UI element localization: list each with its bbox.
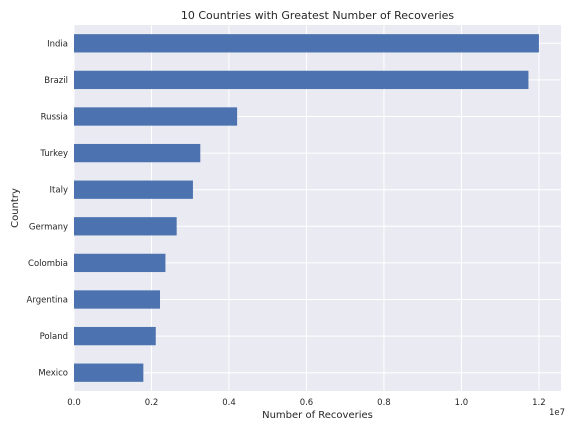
- x-tick-labels: 0.0 0.2 0.4 0.6 0.8 1.0 1.2: [67, 398, 545, 408]
- bar-colombia: [74, 253, 166, 273]
- bar-russia: [74, 107, 238, 126]
- y-tick-label: Poland: [40, 332, 68, 342]
- y-tick-label: Argentina: [27, 296, 68, 306]
- x-tick-label: 0.0: [67, 398, 81, 408]
- x-tick-label: 0.8: [377, 398, 391, 408]
- x-axis-offset-label: 1e7: [549, 408, 565, 418]
- bar-poland: [74, 326, 156, 346]
- y-tick-label: Brazil: [44, 76, 68, 86]
- y-tick-label: Italy: [50, 186, 68, 196]
- x-tick-label: 1.2: [532, 398, 546, 408]
- y-tick-label: India: [47, 39, 68, 49]
- bar-mexico: [74, 363, 144, 382]
- y-tick-label: Mexico: [38, 369, 68, 379]
- y-axis-label: Country: [10, 188, 21, 228]
- y-tick-label: Turkey: [39, 149, 68, 159]
- bar-italy: [74, 180, 193, 199]
- bars: [74, 34, 539, 382]
- bar-argentina: [74, 290, 161, 309]
- x-tick-label: 0.4: [222, 398, 236, 408]
- bar-brazil: [74, 70, 529, 90]
- x-tick-label: 1.0: [455, 398, 469, 408]
- chart-title: 10 Countries with Greatest Number of Rec…: [181, 9, 455, 22]
- y-tick-label: Colombia: [28, 259, 68, 269]
- bar-turkey: [74, 143, 201, 163]
- x-tick-label: 0.6: [300, 398, 314, 408]
- y-tick-label: Russia: [41, 113, 68, 123]
- x-tick-label: 0.2: [145, 398, 159, 408]
- y-tick-labels: India Brazil Russia Turkey Italy Germany Colom…: [27, 39, 68, 378]
- y-tick-label: Germany: [29, 222, 68, 232]
- bar-india: [74, 34, 539, 53]
- x-axis-label: Number of Recoveries: [262, 410, 373, 421]
- bar-germany: [74, 217, 177, 236]
